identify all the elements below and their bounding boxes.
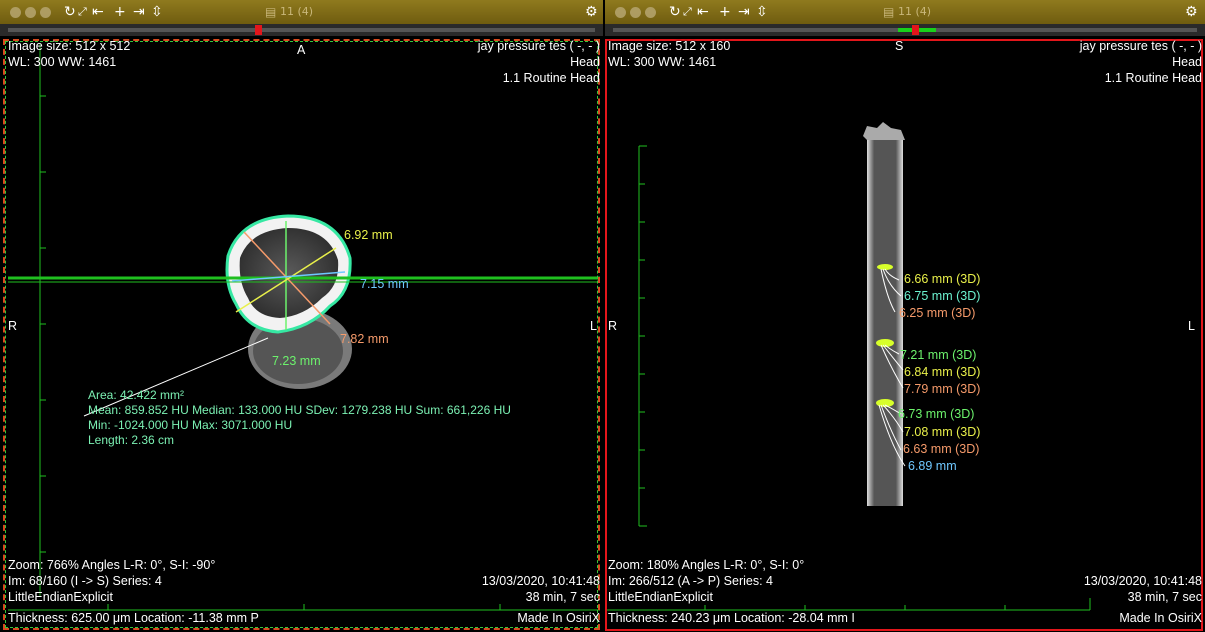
measurement-label[interactable]: 6.66 mm (3D) [904,272,981,286]
ruler-ticks [40,95,501,610]
measurement-label[interactable]: 7.23 mm [272,354,321,368]
made-in-label: Made In OsiriX [1119,611,1202,625]
rotate-icon[interactable]: ↻ [669,4,681,20]
fullscreen-icon[interactable]: ⤢ [683,5,692,18]
diameter-line [235,247,337,313]
vessel-shape [867,140,903,506]
scroll-thumb[interactable] [255,25,262,35]
duration-label: 38 min, 7 sec [525,590,600,604]
image-viewport[interactable]: S R L Image size: 512 x 160 WL: 300 WW: … [605,36,1205,632]
orientation-top: A [297,43,306,57]
transfer-syntax-label: LittleEndianExplicit [8,590,113,604]
measurement-label[interactable]: 6.73 mm (3D) [898,407,975,421]
measurement-label[interactable]: 6.75 mm (3D) [904,289,981,303]
roi-length: Length: 2.36 cm [88,433,175,447]
study-label: Head [570,55,600,69]
transfer-syntax-label: LittleEndianExplicit [608,590,713,604]
measurement-label[interactable]: 6.92 mm [344,228,393,242]
roi-area: Area: 42.422 mm² [88,388,185,402]
measurement-label[interactable]: 6.89 mm [908,459,957,473]
zoom-label: Zoom: 180% Angles L-R: 0°, S-I: 0° [608,558,805,572]
series-description-label: 1.1 Routine Head [1104,71,1202,85]
window-dot-icon[interactable] [645,7,656,18]
last-image-icon[interactable]: ⇥ [133,4,145,20]
measurement-label[interactable]: 6.84 mm (3D) [904,365,981,379]
image-scrollbar[interactable] [605,24,1205,36]
measurement-label[interactable]: 7.79 mm (3D) [904,382,981,396]
measurement-label[interactable]: 7.82 mm [340,332,389,346]
image-scrollbar[interactable] [0,24,603,36]
active-viewport-frame [3,39,600,630]
thickness-label: Thickness: 625.00 μm Location: -11.38 mm… [8,611,259,625]
rotate-icon[interactable]: ↻ [64,4,76,20]
crosshair-icon[interactable]: + [719,4,731,20]
window-dot-icon[interactable] [10,7,21,18]
first-image-icon[interactable]: ⇤ [92,4,104,20]
orientation-right: L [1188,319,1195,333]
image-viewport[interactable]: A R L Image size: 512 x 512 WL: 300 WW: … [0,36,603,632]
fullscreen-icon[interactable]: ⤢ [78,5,87,18]
viewer-toolbar: ↻ ⤢ ⇤ + ⇥ ⇳ ▤ 11 (4) ⚙ [0,0,603,24]
orientation-right: L [590,319,597,333]
image-info-label: Im: 68/160 (I -> S) Series: 4 [8,574,162,588]
roi-mean: Mean: 859.852 HU Median: 133.000 HU SDev… [88,403,511,417]
patient-name-label: jay pressure tes ( -, - ) [1079,39,1202,53]
patient-name-label: jay pressure tes ( -, - ) [477,39,600,53]
thickness-label: Thickness: 240.23 μm Location: -28.04 mm… [608,611,855,625]
diameter-line [243,231,331,325]
datetime-label: 13/03/2020, 10:41:48 [1083,574,1202,588]
window-dot-icon[interactable] [615,7,626,18]
gear-icon[interactable]: ⚙ [1185,4,1198,20]
roi-leader-line [83,337,269,417]
crosshair-icon[interactable]: + [114,4,126,20]
made-in-label: Made In OsiriX [517,611,600,625]
measurement-label[interactable]: 6.25 mm (3D) [899,306,976,320]
orientation-left: R [8,319,18,333]
orientation-left: R [608,319,618,333]
axial-image [8,44,600,611]
image-size-label: Image size: 512 x 160 [608,39,731,53]
datetime-label: 13/03/2020, 10:41:48 [481,574,600,588]
scale-ruler [605,145,1091,611]
gear-icon[interactable]: ⚙ [585,4,598,20]
window-dot-icon[interactable] [630,7,641,18]
image-size-label: Image size: 512 x 512 [8,39,131,53]
coronal-image [605,122,1091,611]
viewport-frame [605,39,1203,631]
series-stack-icon: ▤ [883,5,895,19]
orientation-top: S [895,39,904,53]
fit-height-icon[interactable]: ⇳ [151,4,163,20]
diameter-line [231,271,346,282]
fit-height-icon[interactable]: ⇳ [756,4,768,20]
section-marker [876,339,894,347]
study-label: Head [1172,55,1202,69]
window-dot-icon[interactable] [25,7,36,18]
series-count: 11 (4) [898,5,932,18]
viewer-toolbar: ↻ ⤢ ⇤ + ⇥ ⇳ ▤ 11 (4) ⚙ [605,0,1205,24]
first-image-icon[interactable]: ⇤ [697,4,709,20]
scroll-track[interactable] [8,28,595,32]
duration-label: 38 min, 7 sec [1127,590,1202,604]
window-dot-icon[interactable] [40,7,51,18]
section-marker [877,264,893,270]
section-marker [876,399,894,407]
window-level-label: WL: 300 WW: 1461 [608,55,717,69]
measurement-label[interactable]: 7.15 mm [360,277,409,291]
zoom-label: Zoom: 766% Angles L-R: 0°, S-I: -90° [8,558,216,572]
measurement-label[interactable]: 7.21 mm (3D) [900,348,977,362]
measurement-label[interactable]: 7.08 mm (3D) [904,425,981,439]
leader-lines [878,268,906,467]
scroll-thumb[interactable] [912,25,919,35]
series-description-label: 1.1 Routine Head [502,71,600,85]
measurement-label[interactable]: 6.63 mm (3D) [903,442,980,456]
window-level-label: WL: 300 WW: 1461 [8,55,117,69]
viewer-pane-coronal[interactable]: ↻ ⤢ ⇤ + ⇥ ⇳ ▤ 11 (4) ⚙ [605,0,1205,632]
roi-minmax: Min: -1024.000 HU Max: 3071.000 HU [88,418,293,432]
viewer-pane-axial[interactable]: ↻ ⤢ ⇤ + ⇥ ⇳ ▤ 11 (4) ⚙ [0,0,603,632]
image-info-label: Im: 266/512 (A -> P) Series: 4 [608,574,774,588]
series-count: 11 (4) [280,5,314,18]
series-stack-icon: ▤ [265,5,277,19]
last-image-icon[interactable]: ⇥ [738,4,750,20]
